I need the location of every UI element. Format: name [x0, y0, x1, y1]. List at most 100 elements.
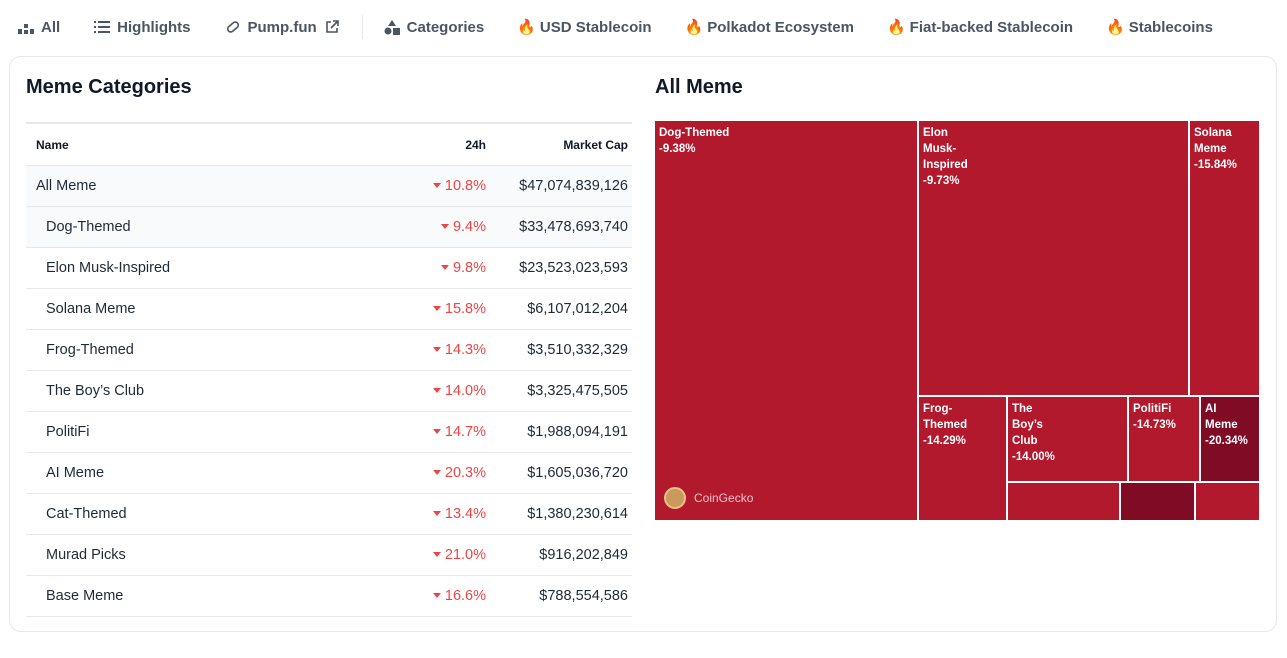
row-name: Murad Picks: [46, 547, 126, 563]
row-name: Elon Musk-Inspired: [46, 260, 171, 276]
row-name: All Meme: [36, 178, 97, 194]
row-change: 14.0%: [372, 383, 492, 399]
row-market-cap: $3,325,475,505: [527, 383, 628, 399]
nav-highlights[interactable]: Highlights: [93, 18, 191, 36]
table-row[interactable]: AI Meme 20.3% $1,605,036,720: [26, 453, 632, 494]
row-name: Solana Meme: [46, 301, 136, 317]
row-market-cap: $916,202,849: [539, 547, 628, 563]
fire-icon: 🔥: [1106, 19, 1125, 36]
row-change: 10.8%: [372, 178, 492, 194]
nav-pumpfun[interactable]: Pump.fun: [224, 18, 341, 36]
table-row[interactable]: Cat-Themed 13.4% $1,380,230,614: [26, 494, 632, 535]
coingecko-logo-icon: [664, 487, 686, 509]
row-name: PolitiFi: [46, 424, 90, 440]
nav-pumpfun-label: Pump.fun: [247, 18, 317, 36]
down-arrow-icon: [432, 469, 441, 475]
nav-categories-label: Categories: [406, 18, 485, 36]
row-change: 14.7%: [372, 424, 492, 440]
treemap-tile-solana-meme[interactable]: Solana Meme -15.84%: [1189, 120, 1260, 396]
treemap-tile-dog-themed[interactable]: Dog-Themed -9.38%: [654, 120, 918, 521]
nav-stablecoins-label: Stablecoins: [1128, 18, 1213, 36]
treemap-tile-politifi[interactable]: PolitiFi -14.73%: [1128, 396, 1200, 482]
row-market-cap: $3,510,332,329: [527, 342, 628, 358]
down-arrow-icon: [432, 592, 441, 598]
row-market-cap: $788,554,586: [539, 588, 628, 604]
treemap-tile-unlabeled[interactable]: [1195, 482, 1260, 521]
row-change: 16.6%: [372, 588, 492, 604]
treemap-tile-elon-musk-inspired[interactable]: Elon Musk-Inspired -9.73%: [918, 120, 1189, 396]
row-name: Cat-Themed: [46, 506, 127, 522]
fire-icon: 🔥: [517, 19, 536, 36]
row-market-cap: $1,380,230,614: [527, 506, 628, 522]
row-market-cap: $47,074,839,126: [519, 178, 628, 194]
watermark-text: CoinGecko: [694, 491, 754, 505]
table-row[interactable]: Dog-Themed 9.4% $33,478,693,740: [26, 207, 632, 248]
row-change: 13.4%: [372, 506, 492, 522]
section-title: Meme Categories: [26, 76, 192, 98]
external-link-icon: [323, 18, 341, 36]
down-arrow-icon: [432, 551, 441, 557]
nav-usd-stablecoin[interactable]: 🔥 USD Stablecoin: [517, 18, 652, 37]
table-row[interactable]: The Boy’s Club 14.0% $3,325,475,505: [26, 371, 632, 412]
coingecko-watermark: CoinGecko: [664, 487, 753, 509]
fire-icon: 🔥: [886, 19, 906, 36]
header-24h[interactable]: 24h: [465, 137, 486, 152]
row-market-cap: $6,107,012,204: [527, 301, 628, 317]
list-icon: [93, 18, 111, 36]
table-row[interactable]: PolitiFi 14.7% $1,988,094,191: [26, 412, 632, 453]
categories-table: Name 24h Market Cap All Meme 10.8% $47,0…: [26, 122, 632, 617]
nav-usd-stablecoin-label: USD Stablecoin: [539, 18, 652, 36]
down-arrow-icon: [432, 346, 441, 352]
row-change: 15.8%: [372, 301, 492, 317]
treemap-tile-ai-meme[interactable]: AI Meme -20.34%: [1200, 396, 1260, 482]
nav-divider: [361, 15, 363, 39]
row-market-cap: $1,988,094,191: [527, 424, 628, 440]
header-market-cap[interactable]: Market Cap: [563, 137, 628, 152]
table-row[interactable]: All Meme 10.8% $47,074,839,126: [26, 166, 632, 207]
category-nav: All Highlights Pump.fun Categories 🔥 USD…: [0, 0, 1287, 54]
table-row[interactable]: Solana Meme 15.8% $6,107,012,204: [26, 289, 632, 330]
table-header: Name 24h Market Cap: [26, 124, 632, 166]
nav-fiat-backed-stablecoin[interactable]: 🔥 Fiat-backed Stablecoin: [886, 18, 1074, 37]
table-row[interactable]: Elon Musk-Inspired 9.8% $23,523,023,593: [26, 248, 632, 289]
treemap-title: All Meme: [655, 76, 743, 98]
nav-fiat-backed-stablecoin-label: Fiat-backed Stablecoin: [909, 18, 1074, 36]
treemap-tile-frog-themed[interactable]: Frog-Themed -14.29%: [918, 396, 1007, 521]
fire-icon: 🔥: [684, 19, 704, 36]
row-name: AI Meme: [46, 465, 105, 481]
row-name: Base Meme: [46, 588, 124, 604]
row-change: 14.3%: [372, 342, 492, 358]
down-arrow-icon: [440, 264, 449, 270]
pill-icon: [224, 18, 242, 36]
table-row[interactable]: Murad Picks 21.0% $916,202,849: [26, 535, 632, 576]
header-name[interactable]: Name: [36, 137, 69, 152]
down-arrow-icon: [432, 305, 441, 311]
row-change: 21.0%: [372, 547, 492, 563]
table-row[interactable]: Frog-Themed 14.3% $3,510,332,329: [26, 330, 632, 371]
row-market-cap: $1,605,036,720: [527, 465, 628, 481]
treemap-tile-boys-club[interactable]: The Boy’s Club -14.00%: [1007, 396, 1128, 482]
row-name: Dog-Themed: [46, 219, 131, 235]
nav-all-label: All: [41, 18, 61, 36]
shapes-icon: [383, 18, 401, 36]
nav-polkadot-ecosystem-label: Polkadot Ecosystem: [707, 18, 854, 36]
table-row[interactable]: Base Meme 16.6% $788,554,586: [26, 576, 632, 617]
bars-icon: [17, 18, 35, 36]
row-name: The Boy’s Club: [46, 383, 145, 399]
nav-all[interactable]: All: [17, 18, 60, 36]
row-market-cap: $23,523,023,593: [519, 260, 628, 276]
down-arrow-icon: [432, 428, 441, 434]
row-change: 9.4%: [372, 219, 492, 235]
down-arrow-icon: [432, 387, 441, 393]
row-name: Frog-Themed: [46, 342, 134, 358]
treemap-tile-unlabeled[interactable]: [1120, 482, 1195, 521]
nav-highlights-label: Highlights: [117, 18, 191, 36]
treemap-tile-unlabeled[interactable]: [1007, 482, 1120, 521]
nav-polkadot-ecosystem[interactable]: 🔥 Polkadot Ecosystem: [684, 18, 854, 37]
meme-treemap: Dog-Themed -9.38% Elon Musk-Inspired -9.73…: [654, 120, 1260, 521]
nav-categories[interactable]: Categories: [383, 18, 485, 36]
row-market-cap: $33,478,693,740: [519, 219, 628, 235]
down-arrow-icon: [432, 182, 441, 188]
down-arrow-icon: [432, 510, 441, 516]
nav-stablecoins[interactable]: 🔥 Stablecoins: [1106, 18, 1213, 37]
